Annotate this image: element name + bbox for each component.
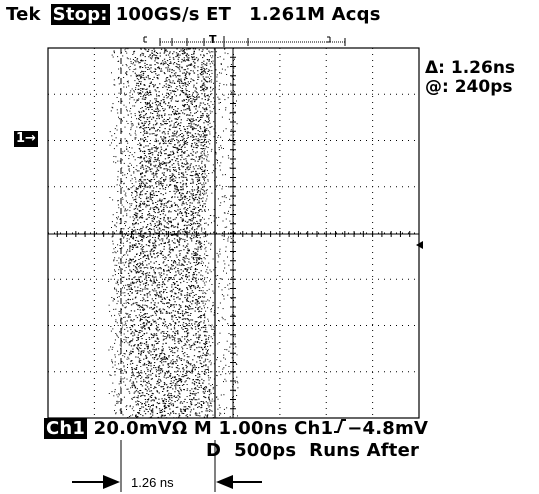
channel-label[interactable]: Ch1 xyxy=(44,418,88,439)
graticule-axes xyxy=(47,47,420,419)
position-readout: @: 240ps xyxy=(425,77,513,97)
channel-1-marker[interactable]: 1→ xyxy=(14,131,38,147)
trigger-position-mark: T xyxy=(209,33,217,46)
trigger-level-arrow xyxy=(416,241,423,249)
measurement-label: 1.26 ns xyxy=(131,475,174,490)
measure-right-arrow xyxy=(216,475,262,489)
trigger-level: −4.8mV xyxy=(347,418,429,439)
sample-rate: 100GS/s ET xyxy=(115,4,232,25)
acquisition-count: 1.261M Acqs xyxy=(249,4,381,25)
cursor-readout: Δ: 1.26ns @: 240ps xyxy=(425,59,515,97)
brand-label: Tek xyxy=(6,4,41,25)
delayed-timebase-readout: D 500ps Runs After xyxy=(206,440,420,461)
status-bar: Tek Stop: 100GS/s ET 1.261M Acqs xyxy=(6,4,391,25)
acquisition-state[interactable]: Stop: xyxy=(50,4,110,25)
trigger-slope-icon xyxy=(333,418,347,439)
main-timebase: M 1.00ns xyxy=(193,418,288,439)
trigger-source: Ch1 xyxy=(294,418,334,439)
channel-readout-line: Ch1 20.0mVΩ M 1.00ns Ch1 −4.8mV xyxy=(44,418,428,439)
measure-left-arrow xyxy=(72,475,120,489)
vertical-scale: 20.0mVΩ xyxy=(93,418,188,439)
waveform-trace xyxy=(108,48,240,418)
record-position-bar xyxy=(143,36,346,47)
delta-readout: Δ: 1.26ns xyxy=(425,58,516,78)
